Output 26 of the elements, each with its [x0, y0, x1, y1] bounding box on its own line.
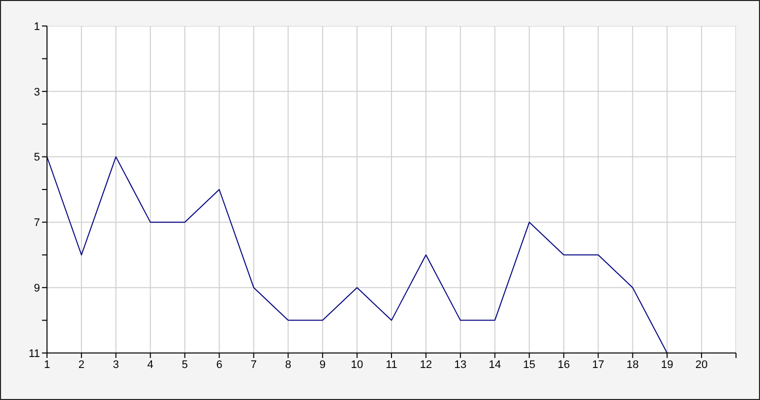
x-tick-label: 9 [320, 358, 326, 371]
x-tick-label: 18 [626, 358, 639, 371]
x-tick-label: 1 [44, 358, 50, 371]
x-tick-label: 12 [420, 358, 432, 371]
x-tick-label: 15 [523, 358, 536, 371]
y-tick-label: 7 [34, 217, 40, 230]
x-tick-label: 17 [592, 358, 604, 371]
x-tick-label: 7 [250, 358, 257, 371]
x-tick-label: 19 [660, 358, 674, 371]
x-tick-label: 10 [350, 358, 364, 371]
y-tick-label: 3 [34, 86, 40, 98]
y-tick-label: 5 [34, 152, 40, 164]
x-tick-label: 14 [488, 358, 501, 371]
x-tick-label: 11 [386, 358, 398, 371]
x-tick-label: 5 [182, 358, 188, 371]
x-tick-label: 2 [78, 358, 85, 371]
x-tick-label: 16 [558, 358, 570, 371]
x-tick-label: 20 [695, 358, 708, 371]
x-tick-label: 4 [147, 358, 154, 371]
y-tick-label: 1 [34, 20, 40, 33]
x-tick-label: 3 [112, 358, 119, 371]
y-tick-label: 9 [34, 282, 40, 295]
y-tick-label: 11 [28, 348, 40, 360]
x-tick-label: 8 [285, 358, 292, 371]
x-tick-label: 13 [454, 358, 467, 371]
x-tick-label: 6 [216, 358, 222, 371]
